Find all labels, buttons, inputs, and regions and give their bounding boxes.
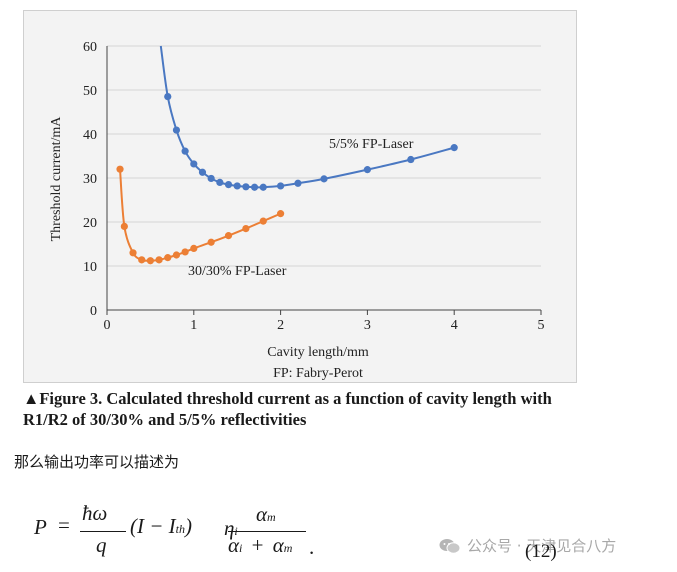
y-tick-label-60: 60 (83, 40, 97, 55)
data-point-s0-11 (259, 183, 267, 191)
data-point-s1-13 (259, 217, 267, 225)
chart-curves (119, 45, 455, 262)
data-point-s1-2 (129, 249, 137, 257)
data-point-s0-4 (198, 168, 207, 176)
data-point-s1-4 (146, 257, 154, 265)
eq-equals: = (58, 513, 70, 537)
data-point-s0-14 (320, 175, 328, 183)
wechat-watermark: 公众号 · 天津见合八方 (439, 535, 616, 556)
eq-denominator: αi + αm (228, 533, 293, 557)
series-line-0 (159, 45, 455, 189)
eq-period: . (309, 535, 315, 559)
data-point-s0-9 (242, 183, 250, 191)
watermark-text: 公众号 · 天津见合八方 (467, 537, 617, 555)
data-point-s0-8 (233, 182, 241, 190)
data-point-s0-13 (294, 179, 302, 187)
wechat-icon (439, 539, 461, 554)
y-tick-label-20: 20 (83, 216, 97, 231)
y-tick-label-30: 30 (83, 172, 97, 187)
eq-frac-line-2 (228, 531, 306, 532)
data-point-s1-8 (181, 248, 189, 256)
data-point-s1-1 (120, 222, 128, 230)
x-tick-label-4: 4 (451, 318, 458, 333)
data-point-s1-5 (155, 256, 163, 264)
data-point-s0-3 (190, 160, 198, 168)
chinese-sentence: 那么输出功率可以描述为 (14, 453, 180, 471)
series-label-5-5: 5/5% FP-Laser (329, 137, 414, 152)
y-tick-label-50: 50 (83, 84, 97, 99)
data-point-s1-10 (207, 238, 215, 246)
x-axis-label: Cavity length/mm (267, 345, 369, 360)
chart-points (116, 93, 458, 265)
chart-grid (107, 45, 541, 267)
data-point-s0-7 (224, 181, 233, 189)
data-point-s0-1 (172, 126, 181, 134)
data-point-s1-14 (277, 210, 285, 218)
eq-paren-open: (I − Ith) (130, 514, 192, 538)
eq-alpha-m-num: αm (256, 502, 276, 526)
data-point-s1-9 (190, 244, 198, 252)
data-point-s1-7 (172, 251, 181, 259)
eq-frac-line-1 (80, 531, 126, 532)
data-point-s1-11 (224, 232, 233, 240)
data-point-s0-2 (181, 147, 189, 155)
data-point-s0-16 (407, 155, 415, 164)
data-point-s0-10 (250, 183, 259, 191)
x-tick-label-2: 2 (277, 318, 284, 333)
x-tick-label-5: 5 (538, 318, 545, 333)
data-point-s0-5 (207, 174, 215, 183)
eq-q: q (96, 533, 107, 557)
data-point-s0-17 (450, 144, 458, 152)
data-point-s1-12 (242, 225, 250, 233)
data-point-s1-0 (116, 165, 124, 173)
eq-hbar-omega: ħω (82, 501, 108, 525)
data-point-s1-3 (138, 256, 146, 264)
y-tick-label-10: 10 (83, 260, 97, 275)
power-equation: P = ħω q (I − Ith) ηi αm αi + αm . (28, 500, 448, 560)
eq-lhs: P (34, 515, 47, 539)
abbreviation-note: FP: Fabry-Perot (273, 366, 363, 381)
x-tick-label-1: 1 (190, 318, 197, 333)
data-point-s0-6 (216, 178, 224, 186)
equation-number: (12) (525, 541, 557, 562)
figure-panel: 0 10 20 30 40 50 60 0 1 2 3 4 5 5/5% FP-Laser 30/30%… (23, 10, 577, 383)
y-tick-label-40: 40 (83, 128, 97, 143)
tick-labels: 0 10 20 30 40 50 60 0 1 2 3 4 5 (83, 40, 545, 333)
y-axis-label: Threshold current/mA (49, 116, 64, 242)
data-point-s0-0 (164, 93, 172, 101)
data-point-s0-12 (277, 182, 285, 190)
data-point-s1-6 (164, 254, 172, 262)
series-label-30-30: 30/30% FP-Laser (188, 264, 287, 279)
figure-caption: ▲Figure 3. Calculated threshold current … (23, 389, 552, 429)
data-point-s0-15 (363, 166, 371, 174)
y-tick-label-0: 0 (90, 304, 97, 319)
series-line-1 (119, 169, 281, 262)
chart-axes (106, 46, 542, 315)
threshold-current-chart: 0 10 20 30 40 50 60 0 1 2 3 4 5 5/5% FP-Laser 30/30%… (49, 40, 545, 381)
x-tick-label-0: 0 (104, 318, 111, 333)
x-tick-label-3: 3 (364, 318, 371, 333)
